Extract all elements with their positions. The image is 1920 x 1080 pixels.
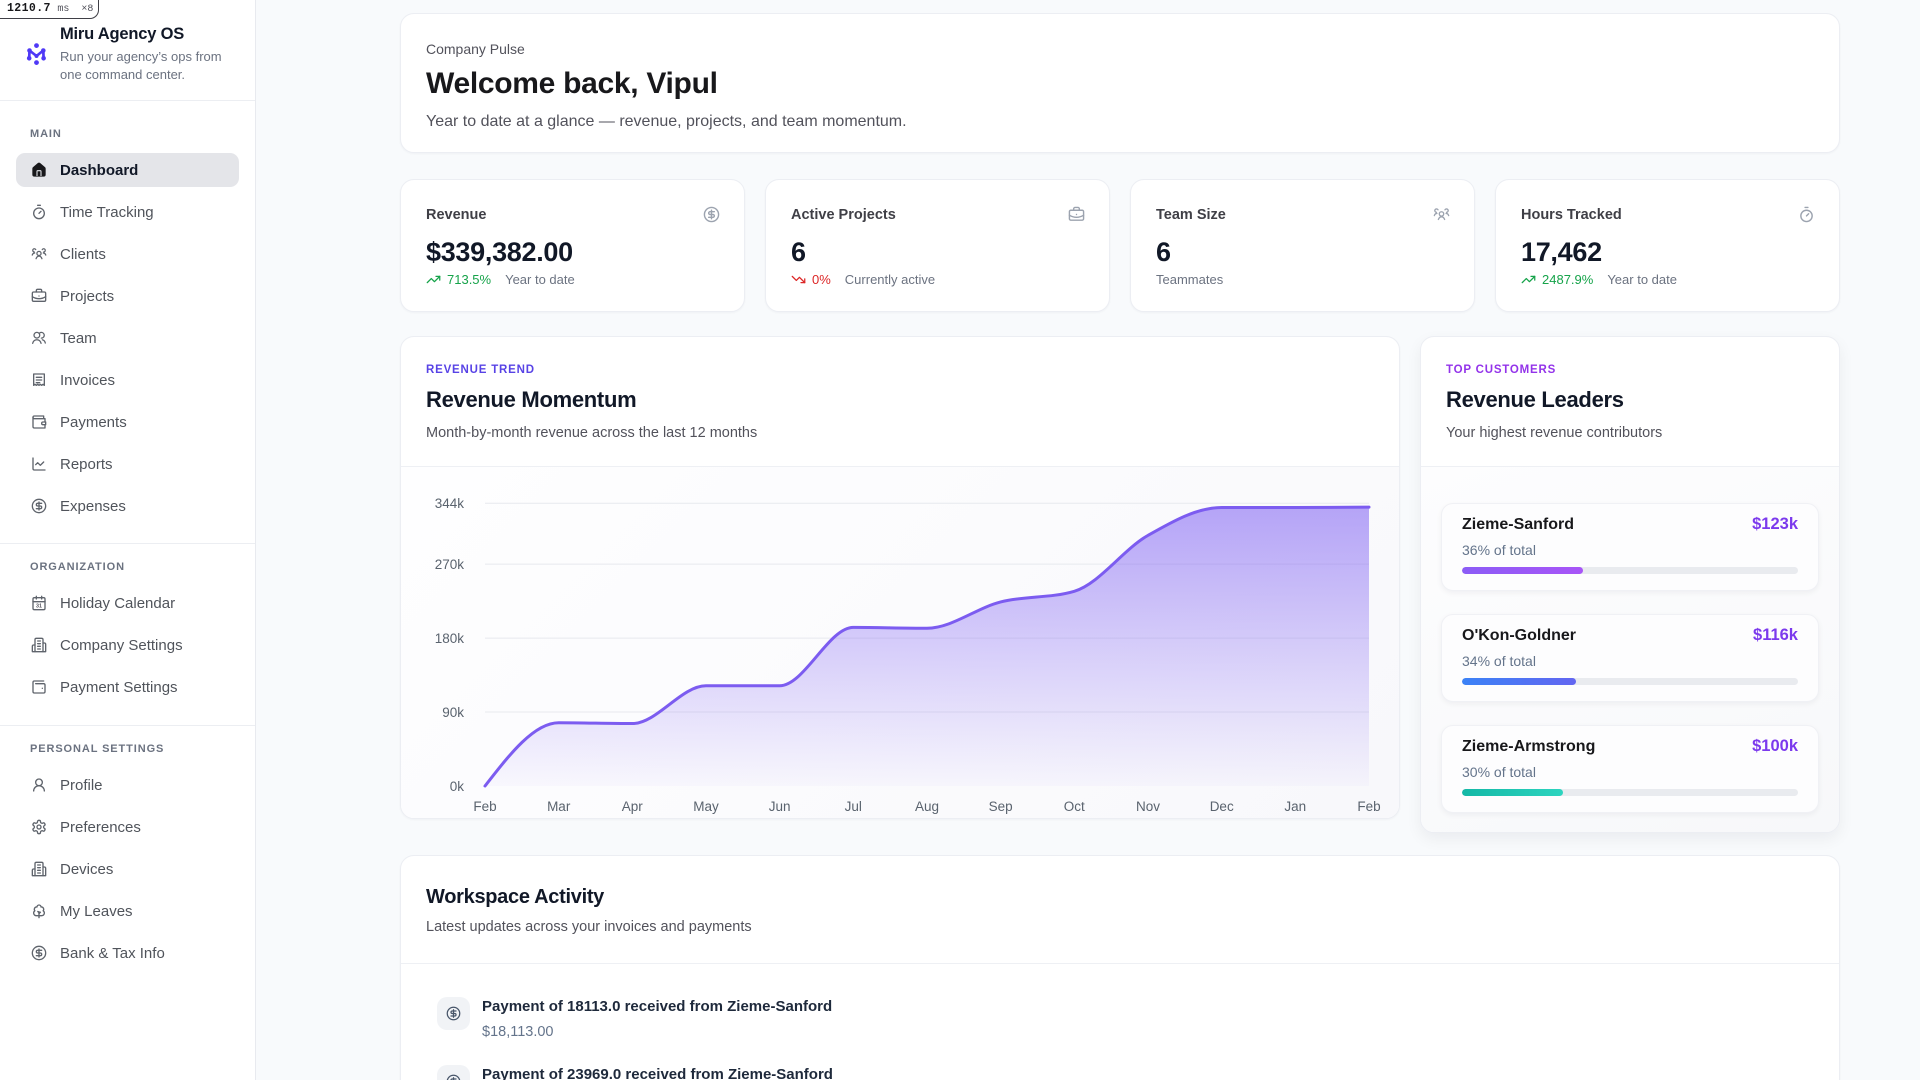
svg-text:0k: 0k xyxy=(450,779,465,794)
svg-text:Jul: Jul xyxy=(845,799,862,814)
svg-text:Jun: Jun xyxy=(769,799,791,814)
svg-text:May: May xyxy=(693,799,719,814)
svg-text:180k: 180k xyxy=(435,631,465,646)
svg-text:Oct: Oct xyxy=(1064,799,1085,814)
svg-text:Feb: Feb xyxy=(1357,799,1380,814)
svg-text:Mar: Mar xyxy=(547,799,571,814)
svg-text:90k: 90k xyxy=(442,705,464,720)
svg-text:Aug: Aug xyxy=(915,799,939,814)
svg-text:Feb: Feb xyxy=(473,799,496,814)
svg-text:31: 31 xyxy=(36,603,42,609)
svg-text:Apr: Apr xyxy=(622,799,644,814)
svg-text:344k: 344k xyxy=(435,496,465,511)
svg-text:Jan: Jan xyxy=(1284,799,1306,814)
svg-text:Sep: Sep xyxy=(989,799,1013,814)
svg-text:Nov: Nov xyxy=(1136,799,1160,814)
svg-text:270k: 270k xyxy=(435,557,465,572)
svg-text:Dec: Dec xyxy=(1210,799,1234,814)
